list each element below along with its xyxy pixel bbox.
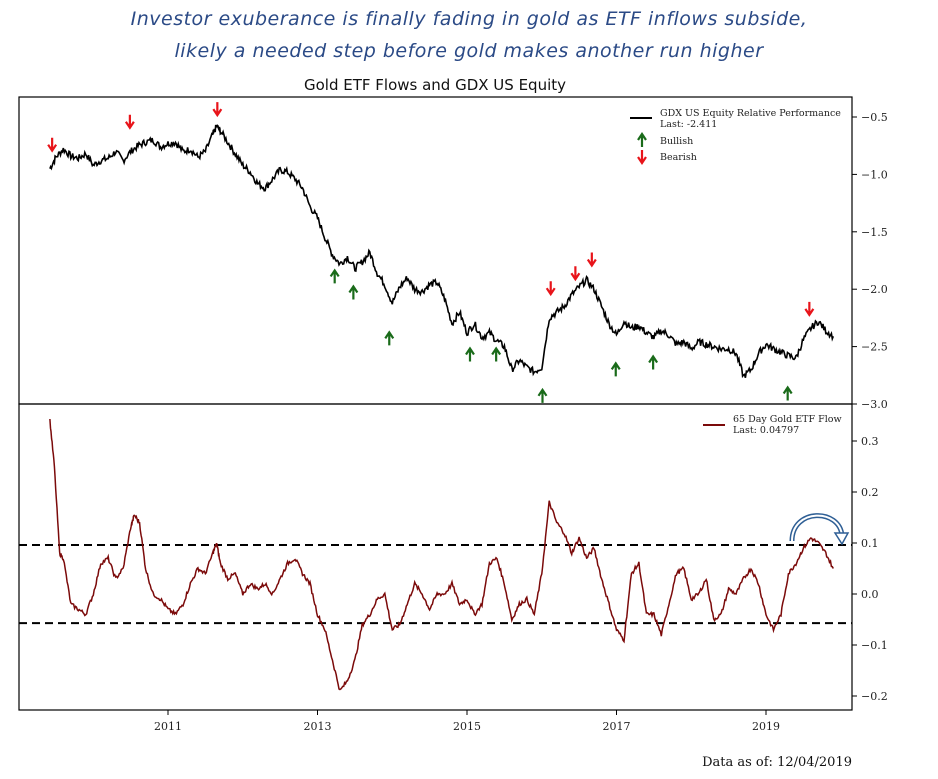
gdx-series-line — [49, 124, 835, 379]
bearish-arrow-icon — [47, 137, 58, 153]
data-as-of-date: 12/04/2019 — [777, 755, 852, 770]
bottom-panel — [19, 418, 852, 691]
bullish-arrow-icon — [782, 385, 793, 401]
x-tick-label: 2017 — [603, 720, 631, 733]
x-tick-label: 2019 — [752, 720, 780, 733]
y-tick-label: −3.0 — [861, 398, 888, 411]
bearish-arrow-icon — [570, 266, 581, 282]
bearish-arrow-icon — [124, 114, 135, 130]
y-tick-label: −0.2 — [861, 690, 888, 703]
y-tick-label: −2.0 — [861, 283, 888, 296]
bearish-arrow-icon — [586, 252, 597, 268]
bullish-arrow-icon — [491, 346, 502, 362]
bullish-arrow-icon — [348, 284, 359, 300]
y-tick-label: −2.5 — [861, 341, 888, 354]
y-tick-label: 0.0 — [861, 588, 879, 601]
etf-flow-series-line — [49, 418, 834, 691]
headline-line-1: Investor exuberance is finally fading in… — [130, 8, 808, 30]
bullish-arrow-icon — [465, 346, 475, 362]
bullish-arrow-icon — [648, 354, 659, 370]
gdx-legend-last: Last: -2.411 — [660, 119, 717, 130]
bearish-arrow-icon — [545, 281, 556, 297]
bullish-legend-label: Bullish — [660, 136, 693, 147]
x-tick-label: 2013 — [304, 720, 332, 733]
y-tick-label: 0.2 — [861, 486, 879, 499]
flow-legend-label: 65 Day Gold ETF Flow — [733, 414, 842, 425]
y-tick-label: −0.1 — [861, 639, 888, 652]
bearish-arrow-icon — [637, 150, 647, 165]
top-legend: GDX US Equity Relative Performance Last:… — [630, 108, 841, 165]
x-tick-label: 2015 — [453, 720, 481, 733]
bullish-arrow-icon — [637, 132, 647, 147]
bullish-arrow-icon — [537, 387, 548, 403]
rollover-annotation-arrow-icon — [789, 513, 850, 546]
y-tick-label: −0.5 — [861, 111, 888, 124]
frames: −0.5 −1.0 −1.5 −2.0 −2.5 −3.0 0.3 0.2 0.1 0.0 −0.1… — [18, 96, 888, 733]
y-tick-label: 0.3 — [861, 435, 879, 448]
y-tick-label: 0.1 — [861, 537, 879, 550]
bottom-panel-frame — [18, 403, 853, 711]
flow-legend-last: Last: 0.04797 — [733, 425, 799, 436]
data-as-of-label: Data as of: — [702, 755, 773, 770]
bullish-arrow-icon — [329, 268, 340, 284]
bottom-legend: 65 Day Gold ETF Flow Last: 0.04797 — [703, 414, 842, 436]
bullish-arrow-icon — [610, 361, 621, 377]
headline-line-2: likely a needed step before gold makes a… — [174, 40, 764, 62]
y-tick-label: −1.5 — [861, 226, 888, 239]
bearish-arrow-icon — [212, 102, 223, 118]
bearish-legend-label: Bearish — [660, 152, 697, 163]
bearish-arrow-icon — [804, 301, 815, 317]
y-tick-label: −1.0 — [861, 168, 888, 181]
x-tick-label: 2011 — [154, 720, 182, 733]
bullish-arrow-icon — [384, 330, 395, 346]
top-panel — [47, 102, 835, 403]
gdx-legend-label: GDX US Equity Relative Performance — [660, 108, 841, 119]
data-as-of: Data as of: 12/04/2019 — [702, 755, 852, 770]
chart-title: Gold ETF Flows and GDX US Equity — [303, 76, 567, 94]
